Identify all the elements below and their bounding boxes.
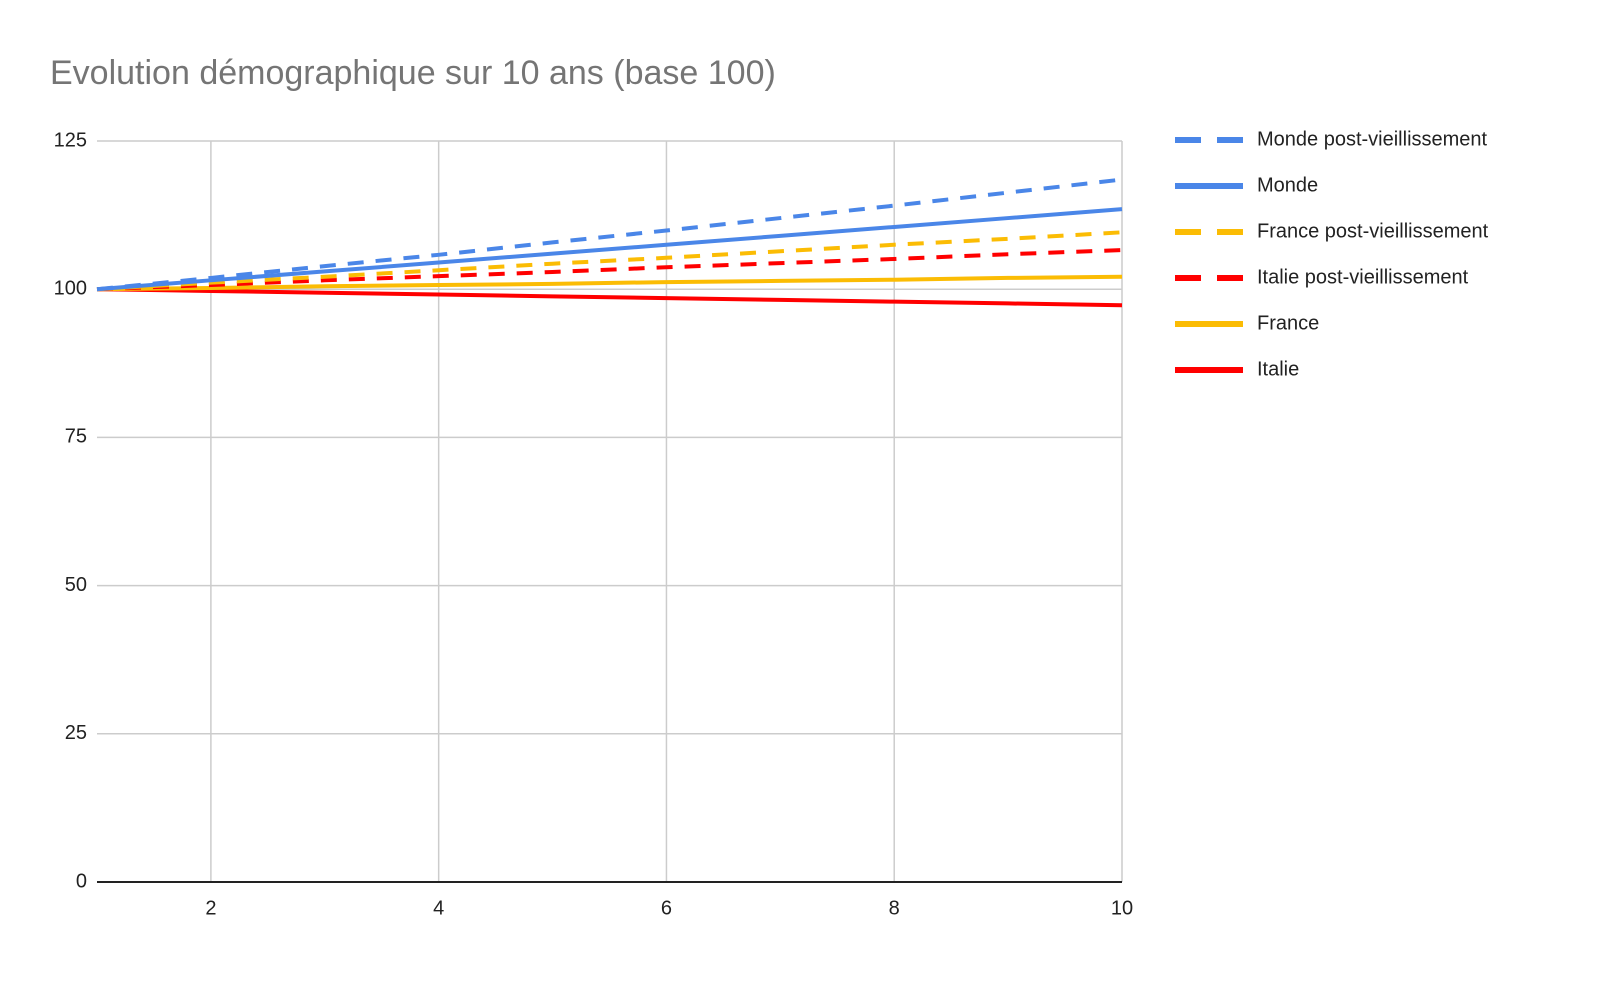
x-tick-label: 2 — [205, 897, 216, 919]
y-tick-label: 0 — [76, 870, 87, 892]
legend-label: France post-vieillissement — [1257, 220, 1489, 242]
x-tick-label: 4 — [433, 897, 444, 919]
y-tick-label: 100 — [54, 277, 87, 299]
y-tick-label: 125 — [54, 129, 87, 151]
series-line — [96, 230, 1123, 292]
legend-label: Monde post-vieillissement — [1257, 128, 1488, 150]
series-line — [96, 287, 1123, 308]
y-tick-label: 75 — [65, 426, 87, 448]
x-tick-label: 8 — [889, 897, 900, 919]
y-tick-label: 25 — [65, 722, 87, 744]
legend-label: Italie post-vieillissement — [1257, 266, 1469, 288]
series-line — [96, 274, 1123, 292]
legend-label: Italie — [1257, 358, 1299, 380]
y-tick-label: 50 — [65, 574, 87, 596]
series-line — [96, 248, 1123, 292]
x-tick-label: 10 — [1111, 897, 1133, 919]
x-tick-label: 6 — [661, 897, 672, 919]
legend-label: France — [1257, 312, 1319, 334]
legend-label: Monde — [1257, 174, 1318, 196]
series-line — [96, 177, 1123, 292]
chart-title: Evolution démographique sur 10 ans (base… — [50, 54, 776, 92]
series-line — [96, 207, 1123, 292]
